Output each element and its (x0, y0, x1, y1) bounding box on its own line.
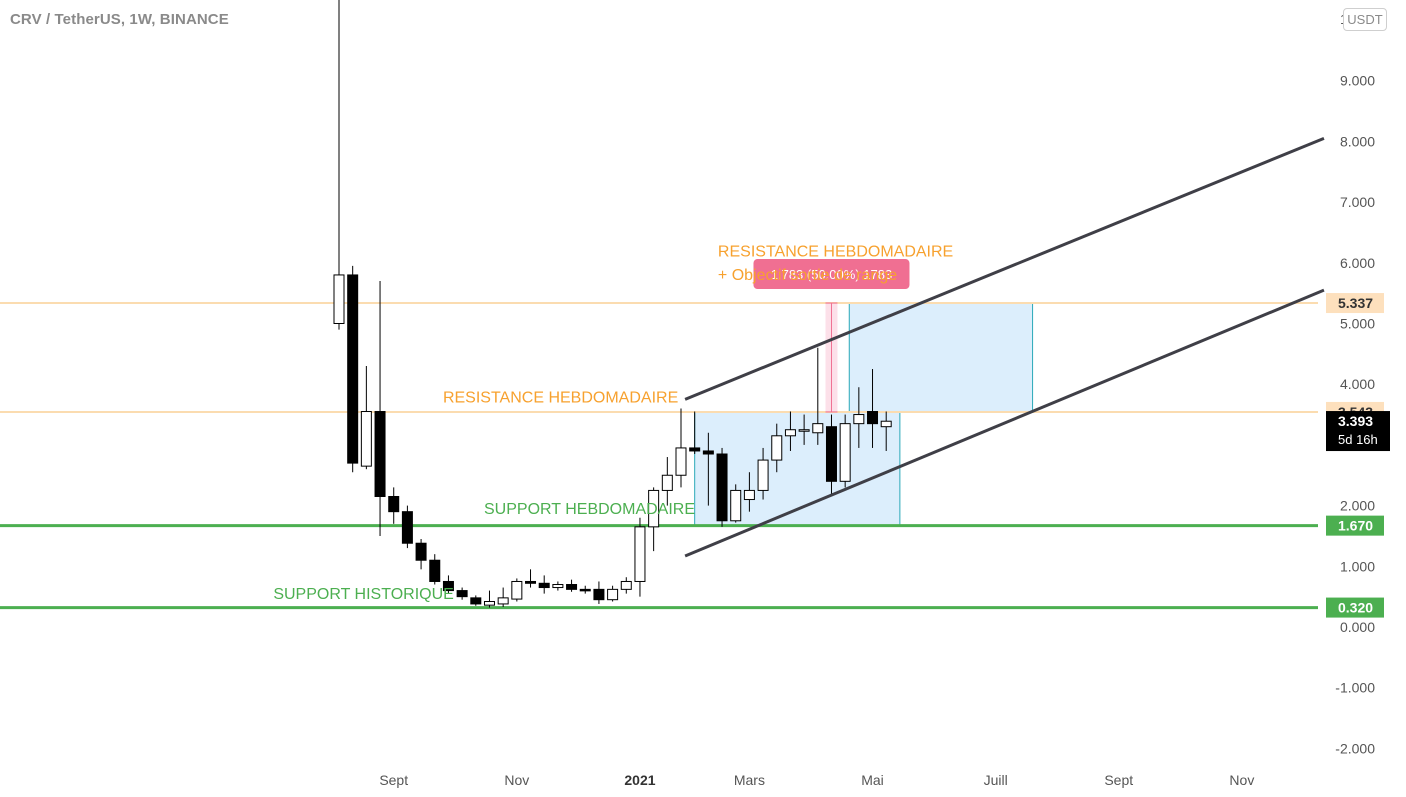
candle-body-12 (497, 597, 509, 605)
measure-label-text: 1.783 (50.00%) 1783 (771, 267, 892, 282)
support-weekly-price-text: 1.670 (1338, 518, 1373, 534)
y-tick-label: 2.000 (1340, 498, 1375, 514)
candle-body-15 (538, 582, 550, 589)
candle-body-24 (661, 474, 673, 491)
y-tick-label: 4.000 (1340, 376, 1375, 392)
x-tick-label: Juill (984, 772, 1008, 788)
candle-body-13 (511, 580, 523, 600)
candle-body-21 (620, 580, 632, 590)
range-box-1 (694, 411, 901, 527)
annotation-4: SUPPORT HEBDOMADAIRE (484, 501, 695, 518)
y-tick-label: 8.000 (1340, 133, 1375, 149)
support-historic-price-text: 0.320 (1338, 600, 1373, 616)
candle-body-35 (812, 423, 824, 434)
x-tick-label: Nov (1229, 772, 1254, 788)
candle-body-36 (825, 426, 837, 482)
candle-body-39 (867, 411, 879, 425)
candle-body-9 (456, 590, 468, 598)
candle-body-30 (743, 489, 755, 501)
candle-body-18 (579, 588, 591, 592)
candles-layer (333, 0, 892, 608)
annotations-layer: RESISTANCE HEBDOMADAIRE + Objectif sortie… (273, 244, 953, 603)
y-tick-label: 5.000 (1340, 316, 1375, 332)
x-tick-label: 2021 (624, 772, 655, 788)
y-tick-label: 9.000 (1340, 73, 1375, 89)
candle-body-25 (675, 447, 687, 476)
annotation-1: RESISTANCE HEBDOMADAIRE (718, 244, 953, 261)
current-price-text: 3.393 (1338, 413, 1373, 429)
candle-body-7 (429, 559, 441, 582)
candle-body-31 (757, 459, 769, 491)
annotation-5: SUPPORT HISTORIQUE (273, 586, 453, 603)
countdown-text: 5d 16h (1338, 432, 1378, 447)
candle-body-19 (593, 588, 605, 601)
y-tick-label: 7.000 (1340, 194, 1375, 210)
candle-body-40 (880, 420, 892, 428)
horizontal-levels-layer (0, 302, 1318, 610)
channel-lower-line (684, 288, 1325, 558)
annotation-2: + Objectif sortie de range (718, 267, 897, 284)
resistance-high-price-text: 5.337 (1338, 295, 1373, 311)
candle-body-11 (483, 601, 495, 606)
symbol-title: CRV / TetherUS, 1W, BINANCE (10, 11, 229, 28)
range-box-2 (848, 302, 1034, 413)
candle-body-1 (347, 274, 359, 464)
candle-body-10 (470, 597, 482, 605)
y-tick-label: -1.000 (1335, 680, 1375, 696)
candle-body-34 (798, 429, 810, 432)
time-axis[interactable]: Sept Nov 2021 Mars Mai Juill Sept Nov (379, 772, 1254, 788)
candle-body-22 (634, 526, 646, 582)
support-weekly-price-box (1326, 515, 1384, 536)
y-tick-label: -2.000 (1335, 740, 1375, 756)
candle-body-14 (525, 580, 537, 584)
channel-layer (684, 136, 1325, 558)
x-tick-label: Nov (504, 772, 529, 788)
y-tick-label: 6.000 (1340, 255, 1375, 271)
candle-body-28 (716, 453, 728, 522)
price-axis[interactable]: -2.000 -1.000 0.000 1.000 2.000 4.000 5.000 6.0… (1335, 11, 1375, 756)
channel-upper-line (684, 136, 1325, 401)
x-tick-label: Sept (379, 772, 408, 788)
candle-body-37 (839, 423, 851, 482)
currency-badge[interactable]: USDT (1343, 8, 1387, 31)
candle-body-27 (702, 450, 714, 455)
x-tick-label: Mars (734, 772, 765, 788)
annotation-3: RESISTANCE HEBDOMADAIRE (443, 389, 678, 406)
measure-tool-layer: 1.783 (50.00%) 1783 (753, 259, 910, 413)
y-tick-label: 0.000 (1340, 619, 1375, 635)
x-tick-label: Mai (861, 772, 884, 788)
x-tick-label: Sept (1104, 772, 1133, 788)
candle-body-17 (566, 584, 578, 590)
candle-body-20 (607, 588, 619, 601)
candle-body-2 (360, 411, 372, 467)
candle-body-5 (401, 511, 413, 544)
support-historic-price-box (1326, 597, 1384, 618)
candle-body-4 (388, 495, 400, 513)
candle-body-33 (784, 429, 796, 437)
candle-body-6 (415, 542, 427, 561)
candle-body-38 (853, 414, 865, 425)
y-tick-label: 1.000 (1340, 558, 1375, 574)
candle-body-29 (730, 489, 742, 522)
candle-body-16 (552, 584, 564, 589)
candle-body-3 (374, 411, 386, 497)
candle-body-8 (442, 580, 454, 592)
measure-label-box (753, 259, 910, 290)
current-price-box (1326, 411, 1390, 452)
candle-body-23 (648, 489, 660, 528)
resistance-high-price-box (1326, 293, 1384, 314)
candle-body-0 (333, 274, 345, 325)
candle-body-32 (771, 435, 783, 461)
candle-body-26 (689, 447, 701, 452)
